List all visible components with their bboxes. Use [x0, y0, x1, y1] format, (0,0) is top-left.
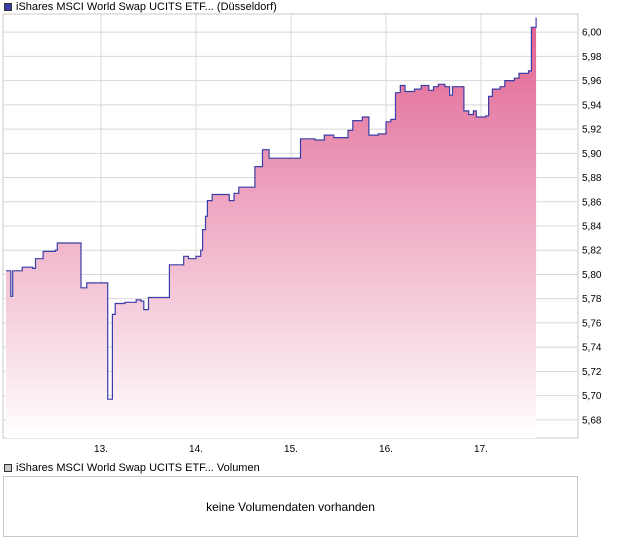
y-tick-label: 5,70 [582, 391, 602, 402]
y-tick-label: 5,86 [582, 197, 602, 208]
x-tick-label: 14. [189, 444, 203, 455]
price-area-fill [6, 17, 537, 438]
volume-series-swatch [4, 464, 12, 472]
volume-chart-legend: iShares MSCI World Swap UCITS ETF... Vol… [4, 461, 260, 475]
y-tick-label: 5,72 [582, 367, 602, 378]
no-volume-message: keine Volumendaten vorhanden [206, 499, 375, 514]
x-tick-label: 16. [379, 444, 393, 455]
y-tick-label: 5,92 [582, 125, 602, 136]
volume-chart-title: iShares MSCI World Swap UCITS ETF... Vol… [16, 462, 260, 474]
price-chart-title: iShares MSCI World Swap UCITS ETF... (Dü… [16, 1, 277, 13]
y-tick-label: 5,74 [582, 343, 602, 354]
price-chart-legend: iShares MSCI World Swap UCITS ETF... (Dü… [4, 0, 277, 14]
y-tick-label: 5,90 [582, 149, 602, 160]
price-series-swatch [4, 3, 12, 11]
price-chart: 5,68 5,70 5,72 5,74 5,76 5,78 5,80 5,82 5,84 5,86… [2, 13, 602, 455]
x-tick-label: 13. [94, 444, 108, 455]
y-tick-label: 5,96 [582, 76, 602, 87]
y-tick-label: 5,68 [582, 415, 602, 426]
y-tick-label: 5,94 [582, 100, 602, 111]
price-line [6, 17, 537, 400]
y-tick-label: 5,84 [582, 222, 602, 233]
x-tick-label: 17. [474, 444, 488, 455]
y-tick-label: 5,78 [582, 294, 602, 305]
y-tick-label: 5,88 [582, 173, 602, 184]
y-tick-label: 5,76 [582, 318, 602, 329]
y-tick-label: 5,82 [582, 246, 602, 257]
y-tick-label: 6,00 [582, 28, 602, 39]
y-tick-label: 5,98 [582, 52, 602, 63]
x-tick-label: 15. [284, 444, 298, 455]
y-axis-tick-labels: 5,68 5,70 5,72 5,74 5,76 5,78 5,80 5,82 5,84 5,86… [582, 28, 602, 427]
volume-panel: keine Volumendaten vorhanden [3, 476, 578, 537]
x-axis-tick-labels: 13. 14. 15. 16. 17. [94, 444, 488, 455]
y-tick-label: 5,80 [582, 270, 602, 281]
